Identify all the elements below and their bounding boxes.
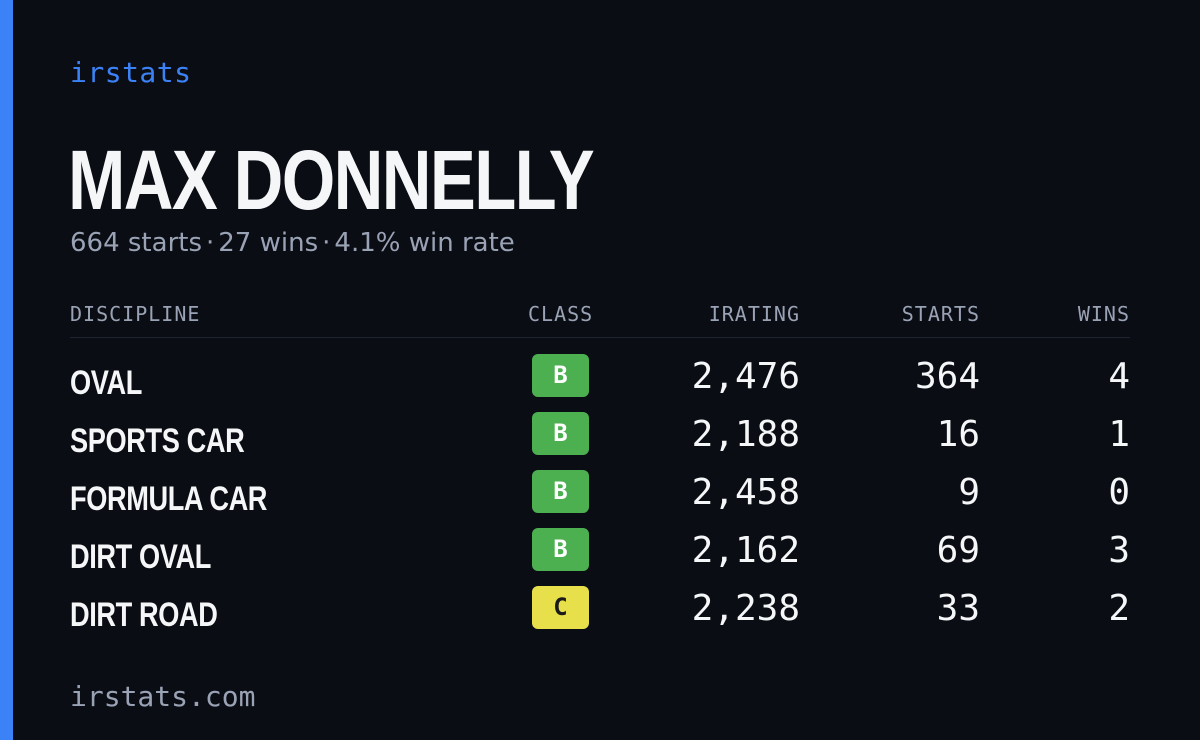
irating-value: 2,238 — [691, 588, 800, 629]
header-discipline: DISCIPLINE — [70, 302, 201, 326]
class-badge: C — [532, 586, 589, 629]
table-row: DIRT OVAL B 2,162 69 3 — [70, 526, 1130, 584]
starts-value: 69 — [936, 530, 980, 571]
starts-summary: 664 starts — [70, 228, 202, 258]
irating-value: 2,476 — [691, 356, 800, 397]
discipline-table: DISCIPLINE CLASS IRATING STARTS WINS OVA… — [70, 296, 1130, 642]
table-body: OVAL B 2,476 364 4 SPORTS CAR B 2,188 16… — [70, 338, 1130, 642]
discipline-name: DIRT OVAL — [70, 538, 211, 576]
table-row: OVAL B 2,476 364 4 — [70, 352, 1130, 410]
discipline-name: DIRT ROAD — [70, 596, 218, 634]
wins-value: 3 — [1108, 530, 1130, 571]
player-name: MAX DONNELLY — [68, 133, 595, 227]
class-badge: B — [532, 470, 589, 513]
starts-value: 33 — [936, 588, 980, 629]
wins-value: 1 — [1108, 414, 1130, 455]
header-class: CLASS — [528, 302, 594, 326]
starts-value: 364 — [914, 356, 980, 397]
brand-logo: irstats — [70, 56, 192, 89]
wins-summary: 27 wins — [218, 228, 319, 258]
table-row: FORMULA CAR B 2,458 9 0 — [70, 468, 1130, 526]
discipline-name: SPORTS CAR — [70, 422, 245, 460]
irating-value: 2,458 — [691, 472, 800, 513]
irating-value: 2,188 — [691, 414, 800, 455]
class-badge: B — [532, 412, 589, 455]
win-rate-summary: 4.1% win rate — [334, 228, 515, 258]
accent-bar — [0, 0, 13, 740]
header-wins: WINS — [1077, 302, 1130, 326]
discipline-name: FORMULA CAR — [70, 480, 268, 518]
class-badge: B — [532, 354, 589, 397]
table-row: DIRT ROAD C 2,238 33 2 — [70, 584, 1130, 642]
irating-value: 2,162 — [691, 530, 800, 571]
player-summary: 664 starts · 27 wins · 4.1% win rate — [70, 228, 515, 258]
footer-url: irstats.com — [70, 680, 256, 713]
wins-value: 0 — [1108, 472, 1130, 513]
separator: · — [206, 228, 215, 258]
wins-value: 4 — [1108, 356, 1130, 397]
discipline-name: OVAL — [70, 364, 142, 402]
wins-value: 2 — [1108, 588, 1130, 629]
starts-value: 16 — [936, 414, 980, 455]
table-header: DISCIPLINE CLASS IRATING STARTS WINS — [70, 296, 1130, 338]
header-irating: IRATING — [708, 302, 800, 326]
header-starts: STARTS — [901, 302, 980, 326]
table-row: SPORTS CAR B 2,188 16 1 — [70, 410, 1130, 468]
class-badge: B — [532, 528, 589, 571]
starts-value: 9 — [958, 472, 980, 513]
separator: · — [322, 228, 331, 258]
